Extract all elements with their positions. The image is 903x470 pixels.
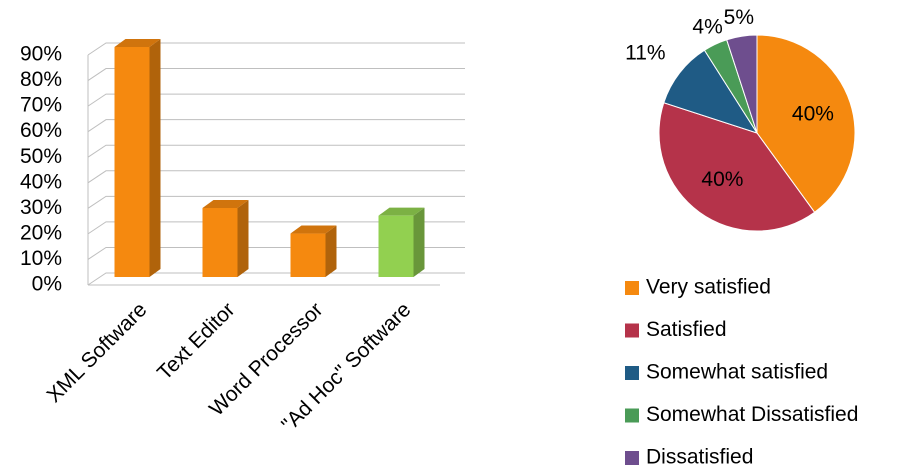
bar-top	[202, 200, 249, 208]
bar	[378, 215, 414, 277]
y-tick-label: 30%	[20, 196, 62, 219]
y-tick-label: 90%	[20, 43, 62, 66]
bar-top	[290, 225, 337, 234]
data-label: 40%	[701, 168, 743, 191]
y-tick-label: 0%	[32, 273, 62, 296]
y-tick-label: 60%	[20, 119, 62, 142]
bar-top	[114, 39, 161, 47]
grid-line	[87, 272, 465, 286]
y-tick-label: 80%	[20, 68, 62, 91]
grid-line	[87, 170, 465, 184]
legend-label: Somewhat Dissatisfied	[646, 403, 858, 426]
legend-label: Dissatisfied	[646, 446, 753, 469]
y-tick-label: 10%	[20, 247, 62, 270]
grid-line	[87, 144, 465, 158]
legend-label: Somewhat satisfied	[646, 361, 828, 384]
y-tick-label: 50%	[20, 145, 62, 168]
data-label: 11%	[625, 41, 665, 64]
legend-swatch	[625, 323, 639, 338]
legend-label: Satisfied	[646, 318, 727, 341]
bar-side	[325, 225, 337, 277]
y-tick-label: 40%	[20, 170, 62, 193]
y-tick-label: 70%	[20, 94, 62, 117]
data-label: 5%	[724, 6, 754, 29]
bar	[202, 208, 238, 277]
bar	[114, 47, 150, 277]
pie-slice	[726, 34, 758, 134]
legend-swatch	[625, 366, 639, 380]
pie-slice	[658, 102, 816, 232]
x-tick-label: Text Editor	[153, 298, 239, 384]
legend-swatch	[625, 451, 639, 465]
data-label: 40%	[792, 102, 834, 125]
pie-slice	[663, 49, 759, 134]
y-tick-label: 20%	[20, 221, 62, 244]
grid-line	[87, 195, 465, 209]
legend-swatch	[625, 408, 639, 423]
bar-top	[378, 207, 425, 216]
grid-line	[87, 119, 465, 133]
bar-side	[237, 200, 249, 277]
data-label: 4%	[692, 16, 722, 39]
grid-line	[87, 93, 465, 107]
grid-line	[87, 246, 465, 260]
grid-line	[87, 221, 465, 235]
bar-side	[149, 39, 161, 277]
bar-side	[413, 207, 425, 277]
grid-line	[87, 68, 465, 81]
bar	[290, 233, 326, 277]
legend-label: Very satisfied	[646, 276, 771, 299]
pie-slice	[756, 34, 856, 213]
grid-line	[87, 42, 465, 56]
x-tick-label: XML Software	[42, 298, 151, 407]
legend-swatch	[625, 281, 639, 295]
